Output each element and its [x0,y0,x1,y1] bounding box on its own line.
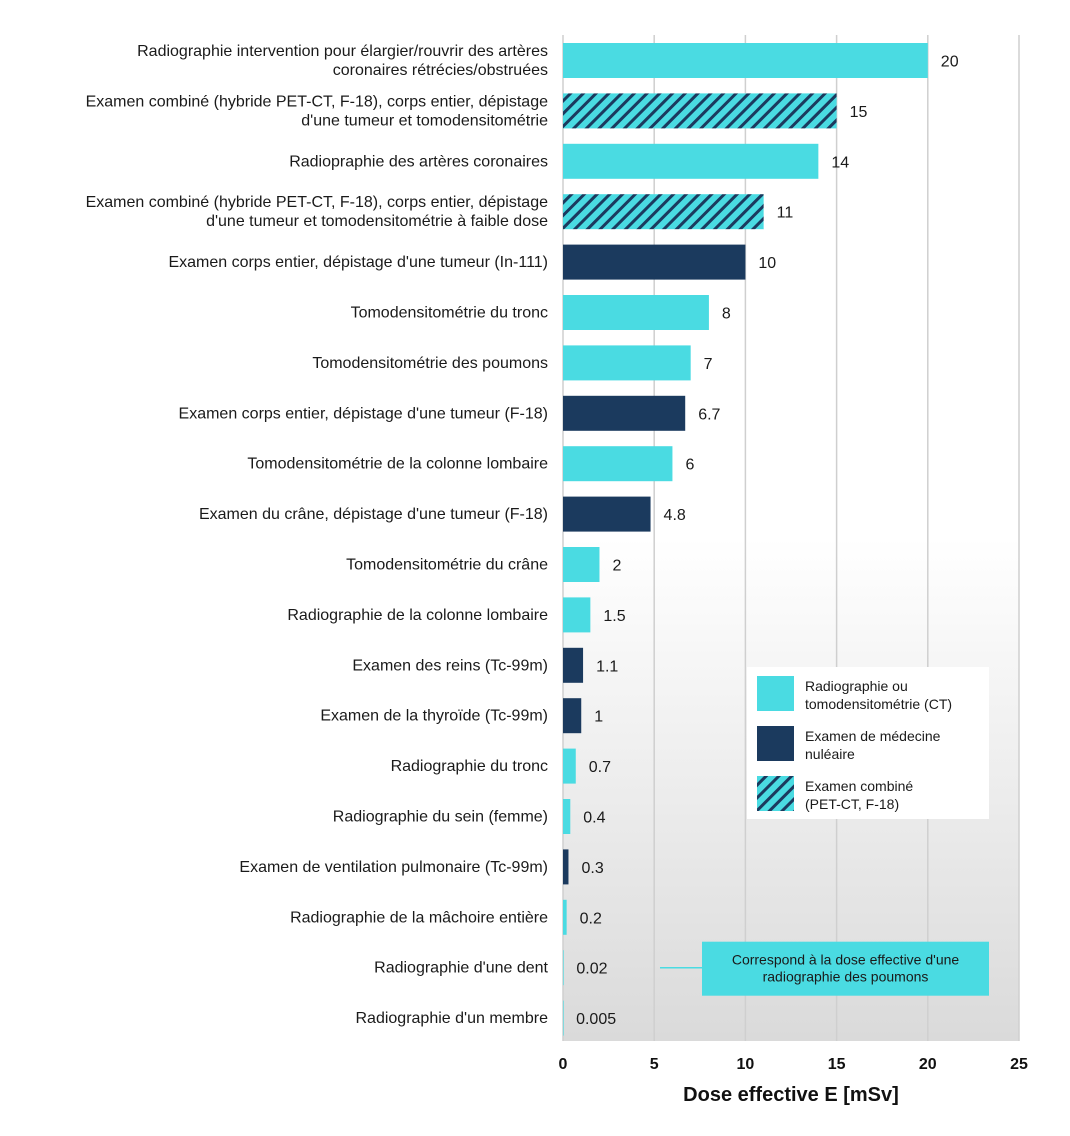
category-label: Radiographie du sein (femme) [333,809,548,826]
category-label: Radiographie d'une dent [374,960,548,977]
category-label: Radiopraphie des artères coronaires [289,153,548,170]
value-label: 14 [831,154,849,171]
bar-nuclear [563,698,582,734]
value-label: 0.2 [580,910,602,927]
category-label: Radiographie intervention pour élargier/… [137,43,548,60]
annotation-text: Correspond à la dose effective d'une [732,952,960,968]
value-label: 6.7 [698,406,720,423]
value-label: 15 [850,104,868,121]
category-label: Examen combiné (hybride PET-CT, F-18), c… [86,194,549,211]
category-label: Examen corps entier, dépistage d'une tum… [179,405,548,422]
legend-label: nuléaire [805,746,855,762]
legend-label: (PET-CT, F-18) [805,796,899,812]
legend-label: Radiographie ou [805,678,908,694]
bar-ct [563,345,691,381]
annotation-text: radiographie des poumons [763,969,929,985]
value-label: 2 [612,558,621,575]
bar-ct [563,446,673,482]
category-label: Tomodensitométrie des poumons [312,355,548,372]
value-label: 0.3 [581,860,603,877]
value-label: 6 [685,457,694,474]
plot-background [563,35,1019,1041]
value-label: 10 [758,255,776,272]
value-label: 7 [704,356,713,373]
x-tick-label: 0 [559,1056,568,1073]
value-label: 1.5 [603,608,625,625]
bar-nuclear [563,496,651,532]
legend-label: tomodensitométrie (CT) [805,696,952,712]
legend: Radiographie ou tomodensitométrie (CT) Exa… [747,667,989,819]
bar-ct [563,799,571,834]
bar-ct [563,295,709,330]
value-label: 0.4 [583,810,605,827]
value-label: 11 [777,205,794,222]
bar-ct [563,143,819,179]
value-label: 0.7 [589,759,611,776]
category-label: Radiographie de la mâchoire entière [290,909,548,926]
bar-ct [563,597,591,633]
bar-nuclear [563,849,569,885]
x-tick-label: 25 [1010,1056,1028,1073]
x-tick-label: 20 [919,1056,937,1073]
category-label: d'une tumeur et tomodensitométrie [301,112,548,129]
legend-swatch-nuclear [757,726,794,761]
legend-swatch-combined [757,776,794,811]
bar-nuclear [563,647,584,683]
x-axis-ticks: 0 5 10 15 20 25 [559,1056,1028,1073]
value-label: 0.02 [576,961,607,978]
value-label: 8 [722,306,731,323]
legend-swatch-ct [757,676,794,711]
value-label: 4.8 [664,507,686,524]
category-label: Radiographie du tronc [391,758,548,775]
category-label: coronaires rétrécies/obstruées [333,62,548,79]
bars [563,43,928,1036]
category-label: Tomodensitométrie du crâne [346,557,548,574]
annotation-box [702,941,989,996]
category-label: d'une tumeur et tomodensitométrie à faib… [206,213,548,230]
bar-ct [563,547,600,582]
x-tick-label: 10 [737,1056,755,1073]
category-label: Tomodensitométrie de la colonne lombaire [247,456,548,473]
bar-nuclear [563,244,746,280]
bar-ct [563,950,564,986]
x-tick-label: 5 [650,1056,659,1073]
value-label: 20 [941,54,959,71]
category-label: Examen du crâne, dépistage d'une tumeur … [199,506,548,523]
category-label: Examen des reins (Tc-99m) [352,657,548,674]
legend-label: Examen de médecine [805,728,941,744]
category-label: Examen corps entier, dépistage d'une tum… [168,254,548,271]
bar-ct [563,1000,564,1036]
legend-label: Examen combiné [805,778,913,794]
value-labels: 20 15 14 11 10 8 7 6.7 6 4.8 2 1.5 1.1 1 0.7 0.4 0.3 0.2 0… [576,54,959,1029]
bar-combined [563,194,764,230]
category-label: Examen de la thyroïde (Tc-99m) [320,708,548,725]
value-label: 1.1 [596,658,618,675]
value-label: 0.005 [576,1011,616,1028]
bar-ct [563,748,576,784]
category-label: Examen de ventilation pulmonaire (Tc-99m… [239,859,548,876]
bar-combined [563,93,837,129]
bar-ct [563,43,928,78]
category-labels: Radiographie intervention pour élargier/… [86,43,549,1027]
x-axis-title: Dose effective E [mSv] [683,1084,899,1106]
bar-nuclear [563,395,686,431]
category-label: Radiographie d'un membre [356,1010,549,1027]
annotation: Correspond à la dose effective d'uneradi… [660,941,989,996]
category-label: Examen combiné (hybride PET-CT, F-18), c… [86,93,549,110]
value-label: 1 [594,709,603,726]
x-tick-label: 15 [828,1056,846,1073]
bar-ct [563,899,567,935]
category-label: Radiographie de la colonne lombaire [287,607,548,624]
category-label: Tomodensitométrie du tronc [351,305,548,322]
